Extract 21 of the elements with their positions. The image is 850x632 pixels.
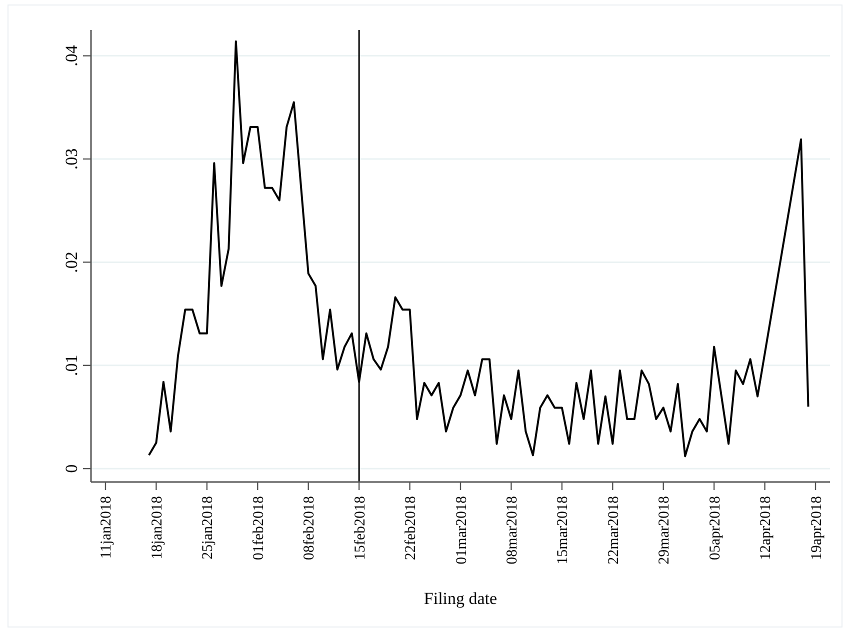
- x-tick-label: 18jan2018: [149, 496, 166, 560]
- x-tick-label: 08mar2018: [504, 496, 520, 564]
- x-tick-label: 22mar2018: [606, 496, 622, 564]
- x-tick-label: 01feb2018: [250, 496, 267, 560]
- x-tick-label: 08feb2018: [302, 496, 318, 560]
- x-tick-label: 29mar2018: [656, 496, 673, 564]
- y-tick-label: .02: [62, 252, 81, 273]
- y-tick-label: .01: [62, 354, 81, 376]
- x-tick-label: 15feb2018: [352, 496, 368, 560]
- x-tick-label: 12apr2018: [758, 496, 774, 560]
- y-tick-label: 0: [62, 464, 81, 473]
- x-tick-label: 05apr2018: [707, 496, 724, 560]
- x-tick-label: 01mar2018: [454, 496, 470, 564]
- x-tick-label: 25jan2018: [200, 496, 216, 560]
- x-tick-label: 11jan2018: [98, 496, 115, 559]
- x-axis-title: Filing date: [424, 589, 498, 608]
- y-tick-label: .04: [62, 44, 81, 66]
- x-tick-label: 15mar2018: [555, 496, 572, 564]
- x-tick-label: 22feb2018: [403, 496, 420, 560]
- y-tick-label: .03: [62, 148, 81, 170]
- x-tick-label: 19apr2018: [808, 496, 825, 560]
